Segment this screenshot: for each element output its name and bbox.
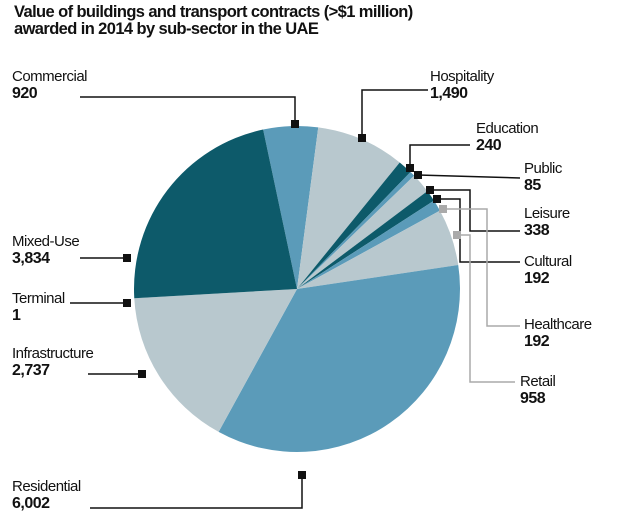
leader-marker xyxy=(439,205,447,213)
slice-label-value: 192 xyxy=(524,333,550,350)
slice-label-healthcare: Healthcare 192 xyxy=(524,316,592,350)
leader-marker xyxy=(298,471,306,479)
pie-slice-mixed-use xyxy=(134,129,297,299)
slice-label-terminal: Terminal 1 xyxy=(12,290,65,324)
leader-marker xyxy=(414,171,422,179)
slice-label-commercial: Commercial 920 xyxy=(12,68,88,102)
pie-slice-commercial xyxy=(263,125,319,289)
slice-label-name: Infrastructure xyxy=(12,345,94,362)
slice-label-name: Hospitality xyxy=(430,68,494,85)
slice-label-name: Education xyxy=(476,120,539,137)
pie-slice-residential xyxy=(218,265,460,452)
slice-label-value: 920 xyxy=(12,85,38,102)
leader-line-commercial xyxy=(80,96,296,124)
leader-line-public xyxy=(417,174,521,179)
pie-slice-terminal xyxy=(134,289,297,299)
leader-marker xyxy=(291,120,299,128)
chart-title: Value of buildings and transport contrac… xyxy=(14,3,413,38)
slice-label-value: 1,490 xyxy=(430,85,468,102)
leader-marker xyxy=(433,195,441,203)
slice-label-name: Mixed-Use xyxy=(12,233,80,250)
leader-line-retail xyxy=(457,234,515,383)
slice-label-cultural: Cultural 192 xyxy=(524,253,572,287)
leader-marker xyxy=(406,164,414,172)
slice-label-retail: Retail 958 xyxy=(520,373,556,407)
leader-marker xyxy=(123,254,131,262)
slice-label-name: Retail xyxy=(520,373,556,390)
pie-slice-leisure xyxy=(297,175,428,289)
leader-line-education xyxy=(409,144,470,168)
slice-label-mixed-use: Mixed-Use 3,834 xyxy=(12,233,80,267)
pie-slice-education xyxy=(297,162,411,289)
leader-marker xyxy=(453,231,461,239)
pie-slice-healthcare xyxy=(297,200,440,289)
slice-label-value: 1 xyxy=(12,307,21,324)
pie-slice-public xyxy=(297,172,415,289)
pie-slice-hospitality xyxy=(297,127,400,290)
slice-label-infrastructure: Infrastructure 2,737 xyxy=(12,345,94,379)
slice-label-name: Public xyxy=(524,160,562,177)
slice-label-hospitality: Hospitality 1,490 xyxy=(430,68,494,102)
slice-label-value: 6,002 xyxy=(12,495,50,512)
leader-line-healthcare xyxy=(443,208,520,327)
slice-label-name: Terminal xyxy=(12,290,65,307)
slice-label-public: Public 85 xyxy=(524,160,562,194)
pie-slice-infrastructure xyxy=(134,289,297,432)
slice-label-residential: Residential 6,002 xyxy=(12,478,81,512)
leader-marker xyxy=(426,186,434,194)
leader-line-hospitality xyxy=(361,89,428,138)
slice-label-value: 2,737 xyxy=(12,362,50,379)
slice-label-name: Cultural xyxy=(524,253,572,270)
pie-slice-retail xyxy=(297,210,459,289)
slice-label-name: Commercial xyxy=(12,68,88,85)
leader-marker xyxy=(123,299,131,307)
slice-label-name: Healthcare xyxy=(524,316,592,333)
leader-line-leisure xyxy=(430,189,520,232)
slice-label-value: 338 xyxy=(524,222,550,239)
slice-label-value: 240 xyxy=(476,137,502,154)
slice-label-name: Leisure xyxy=(524,205,570,222)
slice-label-leisure: Leisure 338 xyxy=(524,205,570,239)
leader-line-residential xyxy=(90,475,303,509)
slice-label-name: Residential xyxy=(12,478,81,495)
slice-label-education: Education 240 xyxy=(476,120,539,154)
slice-label-value: 958 xyxy=(520,390,546,407)
slice-label-value: 3,834 xyxy=(12,250,50,267)
leader-marker xyxy=(358,134,366,142)
leader-marker xyxy=(138,370,146,378)
pie-slice-cultural xyxy=(297,191,434,289)
leader-line-cultural xyxy=(437,198,520,263)
slice-label-value: 85 xyxy=(524,177,541,194)
slice-label-value: 192 xyxy=(524,270,550,287)
